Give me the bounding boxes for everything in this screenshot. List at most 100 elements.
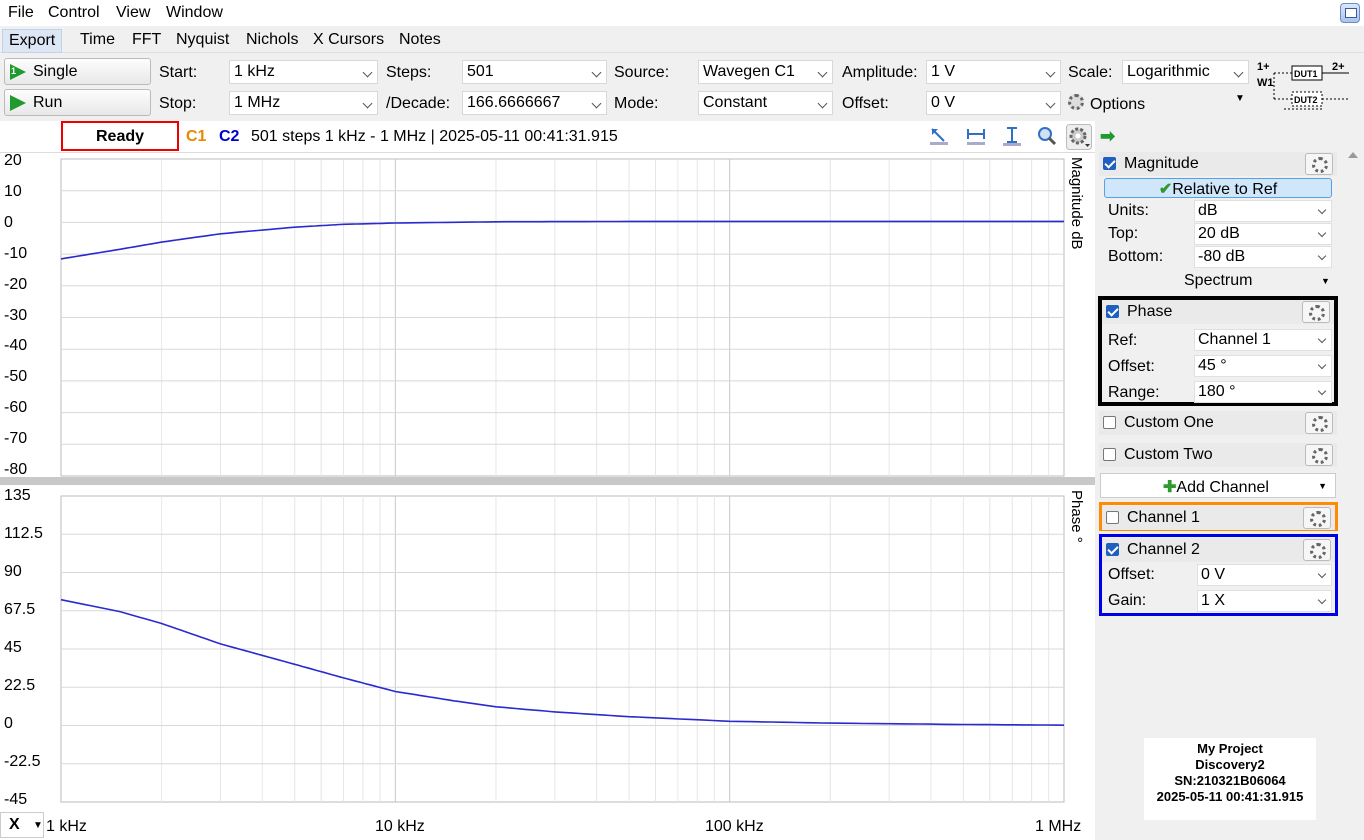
channel2-offset-select[interactable]: 0 V <box>1197 564 1332 586</box>
tab-notes[interactable]: Notes <box>399 31 441 48</box>
phase-gear-icon[interactable] <box>1302 301 1330 323</box>
custom-two-checkbox[interactable] <box>1103 448 1116 461</box>
plus-icon: ✚ <box>1163 479 1177 496</box>
cursor-tool-icon[interactable] <box>928 125 950 147</box>
phase-offset-select[interactable]: 45 ° <box>1194 355 1332 377</box>
spectrum-dropdown-icon[interactable]: ▼ <box>1321 276 1330 286</box>
tab-export[interactable]: Export <box>2 29 63 53</box>
phase-offset-label: Offset: <box>1108 358 1155 375</box>
decade-select[interactable]: 166.6666667 <box>462 91 607 115</box>
channel2-gear-icon[interactable] <box>1303 539 1331 561</box>
stop-select[interactable]: 1 MHz <box>229 91 378 115</box>
x-tick-label: 10 kHz <box>375 818 425 835</box>
phase-y-tick-label: -22.5 <box>4 753 41 770</box>
phase-y-tick-label: 22.5 <box>4 677 36 694</box>
sweep-toolbar: 1 Single Run Start: 1 kHz Stop: 1 MHz St… <box>0 55 1364 119</box>
menu-control[interactable]: Control <box>48 4 100 21</box>
single-button[interactable]: 1 Single <box>4 58 151 85</box>
tab-x-cursors[interactable]: X Cursors <box>313 31 385 48</box>
magnitude-series-line <box>60 220 1064 260</box>
status-badge: Ready <box>61 121 179 151</box>
magnitude-gear-icon[interactable] <box>1305 153 1333 175</box>
magnitude-group: Magnitude ✔Relative to Ref Units: dB Top… <box>1099 152 1337 294</box>
x-axis-select[interactable]: X ▼ <box>0 812 44 838</box>
options-button[interactable]: Options <box>1090 96 1146 113</box>
add-channel-button[interactable]: ✚Add Channel ▼ <box>1100 473 1336 498</box>
spectrum-button[interactable]: Spectrum <box>1184 272 1253 289</box>
range-label: Range: <box>1108 384 1160 401</box>
relative-to-ref-button[interactable]: ✔Relative to Ref <box>1104 178 1332 198</box>
source-select[interactable]: Wavegen C1 <box>698 60 833 84</box>
tab-time[interactable]: Time <box>80 31 115 48</box>
device-model: Discovery2 <box>1195 757 1265 772</box>
steps-select[interactable]: 501 <box>462 60 607 84</box>
custom-one-gear-icon[interactable] <box>1305 412 1333 434</box>
ref-select[interactable]: Channel 1 <box>1194 329 1332 351</box>
custom-one-group: Custom One <box>1099 411 1337 435</box>
horizontal-measure-icon[interactable] <box>965 125 987 147</box>
custom-one-checkbox[interactable] <box>1103 416 1116 429</box>
device-serial: SN:210321B06064 <box>1174 773 1286 788</box>
phase-y-tick-label: 112.5 <box>4 525 43 542</box>
channel1-gear-icon[interactable] <box>1303 507 1331 529</box>
plot-splitter[interactable] <box>0 477 1095 485</box>
phase-checkbox[interactable] <box>1106 305 1119 318</box>
mode-select[interactable]: Constant <box>698 91 833 115</box>
dut-in-label: 1+ <box>1257 61 1270 73</box>
units-select[interactable]: dB <box>1194 200 1332 222</box>
menu-file[interactable]: File <box>8 4 34 21</box>
scale-label: Scale: <box>1068 64 1113 81</box>
range-select[interactable]: 180 ° <box>1194 381 1332 403</box>
custom-two-gear-icon[interactable] <box>1305 444 1333 466</box>
magnitude-y-tick-label: -80 <box>4 461 28 478</box>
tab-nichols[interactable]: Nichols <box>246 31 299 48</box>
magnitude-y-tick-label: -60 <box>4 399 28 417</box>
channel1-checkbox[interactable] <box>1106 511 1119 524</box>
menu-view[interactable]: View <box>116 4 151 21</box>
offset-select[interactable]: 0 V <box>926 91 1061 115</box>
expand-panel-arrow-icon[interactable]: ➡ <box>1100 126 1116 146</box>
scroll-up-icon[interactable] <box>1348 152 1358 158</box>
vertical-measure-icon[interactable] <box>1001 125 1023 147</box>
top-select[interactable]: 20 dB <box>1194 223 1332 245</box>
channel2-tag[interactable]: C2 <box>219 128 240 145</box>
plot-settings-gear-icon[interactable] <box>1066 124 1092 150</box>
units-label: Units: <box>1108 202 1149 219</box>
phase-y-tick-label: 45 <box>4 639 22 656</box>
custom-two-title: Custom Two <box>1124 446 1213 463</box>
bottom-select[interactable]: -80 dB <box>1194 246 1332 268</box>
menu-window[interactable]: Window <box>166 4 223 21</box>
channel1-group: Channel 1 <box>1099 502 1338 531</box>
scale-select[interactable]: Logarithmic <box>1122 60 1249 84</box>
bode-plots[interactable]: Magnitude dB Phase ° <box>0 153 1095 840</box>
channel2-checkbox[interactable] <box>1106 543 1119 556</box>
source-label: Source: <box>614 64 670 81</box>
phase-y-tick-label: 0 <box>4 715 13 732</box>
dut-w-label: W1 <box>1257 77 1274 89</box>
channel1-title: Channel 1 <box>1127 509 1200 526</box>
phase-series-line <box>60 598 1065 726</box>
dut-wiring-diagram: 1+ W1 2+ DUT1 DUT2 <box>1257 61 1349 110</box>
options-dropdown-icon[interactable]: ▼ <box>1235 93 1245 104</box>
magnitude-checkbox[interactable] <box>1103 157 1116 170</box>
channel1-tag[interactable]: C1 <box>186 128 207 145</box>
start-label: Start: <box>159 64 198 81</box>
top-label: Top: <box>1108 225 1139 242</box>
zoom-icon[interactable] <box>1036 125 1058 147</box>
custom-one-title: Custom One <box>1124 414 1214 431</box>
gain-select[interactable]: 1 X <box>1197 590 1332 612</box>
ref-label: Ref: <box>1108 332 1138 349</box>
x-tick-label: 100 kHz <box>705 818 764 835</box>
acquisition-info: 501 steps 1 kHz - 1 MHz | 2025-05-11 00:… <box>251 128 618 145</box>
project-name: My Project <box>1197 741 1263 756</box>
window-restore-icon[interactable] <box>1340 3 1360 23</box>
menu-bar: File Control View Window <box>0 0 1364 26</box>
run-button[interactable]: Run <box>4 89 151 116</box>
tab-fft[interactable]: FFT <box>132 31 162 48</box>
tab-nyquist[interactable]: Nyquist <box>176 31 230 48</box>
amplitude-select[interactable]: 1 V <box>926 60 1061 84</box>
magnitude-y-tick-label: -40 <box>4 337 28 355</box>
start-select[interactable]: 1 kHz <box>229 60 378 84</box>
magnitude-y-tick-label: -30 <box>4 306 28 324</box>
bottom-label: Bottom: <box>1108 248 1164 265</box>
